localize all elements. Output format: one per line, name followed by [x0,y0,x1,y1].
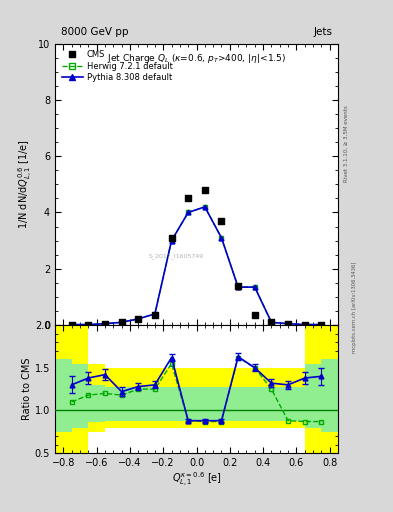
Point [118,318,125,327]
Text: mcplots.cern.ch [arXiv:1306.3436]: mcplots.cern.ch [arXiv:1306.3436] [352,262,357,353]
Point [168,233,174,242]
Point [185,194,191,202]
Point [235,282,241,290]
Text: S_2017_I1605749: S_2017_I1605749 [149,253,204,259]
Text: Jet Charge $Q_L$ ($\kappa$=0.6, $p_T$>400, |$\eta$|<1.5): Jet Charge $Q_L$ ($\kappa$=0.6, $p_T$>40… [107,52,286,65]
Text: 8000 GeV pp: 8000 GeV pp [61,27,129,37]
Point [219,217,225,225]
Point [268,318,275,327]
Point [85,321,92,329]
Y-axis label: 1/N dN/d$Q^{0.6}_{L,1}$ [1/e]: 1/N dN/d$Q^{0.6}_{L,1}$ [1/e] [17,139,35,229]
Point [285,319,291,328]
Y-axis label: Ratio to CMS: Ratio to CMS [22,358,32,420]
Point [68,321,75,329]
Point [252,311,258,319]
X-axis label: $Q^{\kappa=0.6}_{L,1}$ [e]: $Q^{\kappa=0.6}_{L,1}$ [e] [171,471,222,489]
Text: Rivet 3.1.10, ≥ 3.5M events: Rivet 3.1.10, ≥ 3.5M events [344,105,349,182]
Point [301,321,308,329]
Point [318,321,325,329]
Text: Jets: Jets [313,27,332,37]
Legend: CMS, Herwig 7.2.1 default, Pythia 8.308 default: CMS, Herwig 7.2.1 default, Pythia 8.308 … [59,48,175,84]
Point [135,315,141,323]
Point [152,311,158,319]
Point [102,319,108,328]
Point [202,186,208,194]
